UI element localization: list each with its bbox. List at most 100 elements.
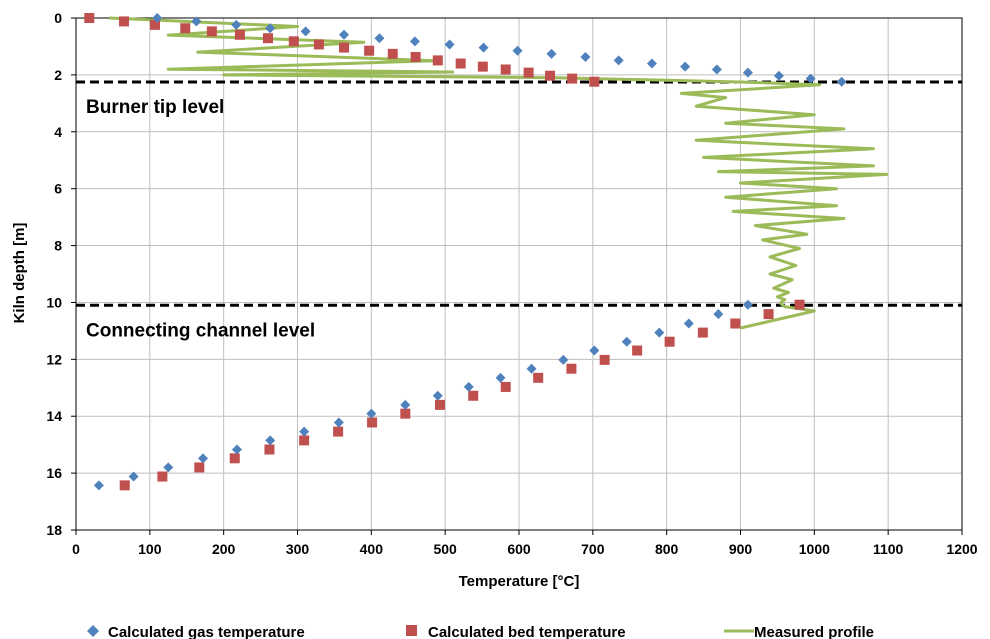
y-tick-label: 8	[54, 238, 62, 254]
bed-temperature-point	[206, 26, 217, 37]
bed-temperature-point	[339, 42, 350, 53]
y-tick-label: 16	[46, 465, 62, 481]
reference-lines	[76, 80, 962, 307]
bed-temperature-point	[500, 381, 511, 392]
gas-temperature-point	[432, 390, 443, 401]
y-tick-label: 0	[54, 10, 62, 26]
gas-temperature-point	[197, 453, 208, 464]
y-tick-label: 6	[54, 181, 62, 197]
y-tick-label: 4	[54, 124, 62, 140]
gas-temperature-series	[93, 13, 847, 491]
gas-temperature-point	[191, 16, 202, 27]
bed-temperature-point	[523, 67, 534, 78]
y-tick-labels: 0 2 4 6 8 10 12 14 16 18	[46, 10, 62, 538]
gas-temperature-point	[546, 48, 557, 59]
gas-temperature-point	[374, 33, 385, 44]
gas-temperature-point	[495, 372, 506, 383]
gas-temperature-point	[163, 462, 174, 473]
x-tick-label: 500	[433, 541, 457, 557]
bed-temperature-point	[367, 417, 378, 428]
legend-bed-label: Calculated bed temperature	[428, 624, 626, 639]
gas-temperature-point	[300, 26, 311, 37]
bed-temperature-point	[333, 426, 344, 437]
gas-temperature-point	[128, 471, 139, 482]
legend-bed-marker	[406, 625, 417, 636]
bed-temperature-point	[566, 363, 577, 374]
gas-temperature-point	[444, 39, 455, 50]
y-tick-label: 18	[46, 522, 62, 538]
gas-temperature-point	[366, 408, 377, 419]
x-tick-label: 1000	[799, 541, 830, 557]
gas-temperature-point	[478, 42, 489, 53]
gas-temperature-point	[713, 309, 724, 320]
x-tick-label: 200	[212, 541, 236, 557]
x-tick-label: 400	[360, 541, 384, 557]
x-tick-label: 700	[581, 541, 605, 557]
measured-profile-line	[109, 16, 889, 330]
gas-temperature-point	[93, 480, 104, 491]
bed-temperature-point	[468, 390, 479, 401]
gas-temperature-point	[836, 76, 847, 87]
bed-temperature-point	[264, 444, 275, 455]
bed-temperature-point	[262, 33, 273, 44]
bed-temperature-point	[697, 327, 708, 338]
gas-temperature-point	[152, 13, 163, 23]
y-tick-label: 10	[46, 294, 62, 310]
bed-temperature-point	[545, 70, 556, 81]
gas-temperature-point	[265, 23, 276, 34]
gas-temperature-point	[231, 19, 242, 30]
x-tick-label: 300	[286, 541, 310, 557]
bed-temperature-point	[364, 45, 375, 56]
gas-temperature-point	[680, 61, 691, 72]
gas-temperature-point	[339, 29, 350, 40]
bed-temperature-point	[533, 372, 544, 383]
legend-measured-label: Measured profile	[754, 624, 874, 639]
gas-temperature-point	[512, 45, 523, 56]
bed-temperature-point	[567, 73, 578, 84]
annotations: Burner tip level Connecting channel level	[86, 97, 315, 341]
x-tick-label: 900	[729, 541, 753, 557]
bed-temperature-point	[84, 13, 95, 23]
plot-area-frame	[75, 17, 963, 531]
bed-temperature-point	[229, 453, 240, 464]
bed-temperature-series	[84, 13, 805, 491]
bed-temperature-point	[632, 345, 643, 356]
gas-temperature-point	[742, 67, 753, 78]
x-tick-label: 100	[138, 541, 162, 557]
x-tick-label: 1100	[873, 541, 904, 557]
bed-temperature-point	[794, 299, 805, 310]
legend-gas-label: Calculated gas temperature	[108, 624, 305, 639]
bed-temperature-point	[119, 480, 130, 491]
y-tick-label: 12	[46, 351, 62, 367]
y-tick-label: 14	[46, 408, 62, 424]
gas-temperature-point	[683, 318, 694, 329]
measured-profile-series	[109, 16, 889, 330]
gas-temperature-point	[333, 417, 344, 428]
bed-temperature-point	[434, 399, 445, 410]
bed-temperature-point	[150, 19, 161, 30]
gas-temperature-point	[646, 58, 657, 69]
annotation-label: Connecting channel level	[86, 320, 315, 341]
bed-temperature-point	[477, 61, 488, 72]
x-tick-label: 800	[655, 541, 679, 557]
gas-temperature-point	[463, 381, 474, 392]
bed-temperature-point	[455, 58, 466, 69]
x-tick-label: 1200	[946, 541, 977, 557]
bed-temperature-point	[400, 408, 411, 419]
gas-temperature-point	[805, 73, 816, 84]
bed-temperature-point	[589, 76, 600, 87]
bed-temperature-point	[234, 29, 245, 40]
bed-temperature-point	[763, 309, 774, 320]
x-tick-labels: 0 100 200 300 400 500 600 700 800 900 1000 1100 1200	[72, 541, 978, 557]
annotation-label: Burner tip level	[86, 97, 224, 118]
legend-gas-marker	[87, 625, 99, 637]
bed-temperature-point	[194, 462, 205, 473]
y-tick-label: 2	[54, 67, 62, 83]
gas-temperature-point	[654, 327, 665, 338]
bed-temperature-point	[664, 336, 675, 347]
bed-temperature-point	[313, 39, 324, 50]
gas-temperature-point	[742, 299, 753, 310]
bed-temperature-point	[180, 23, 191, 34]
bed-temperature-point	[432, 55, 443, 66]
